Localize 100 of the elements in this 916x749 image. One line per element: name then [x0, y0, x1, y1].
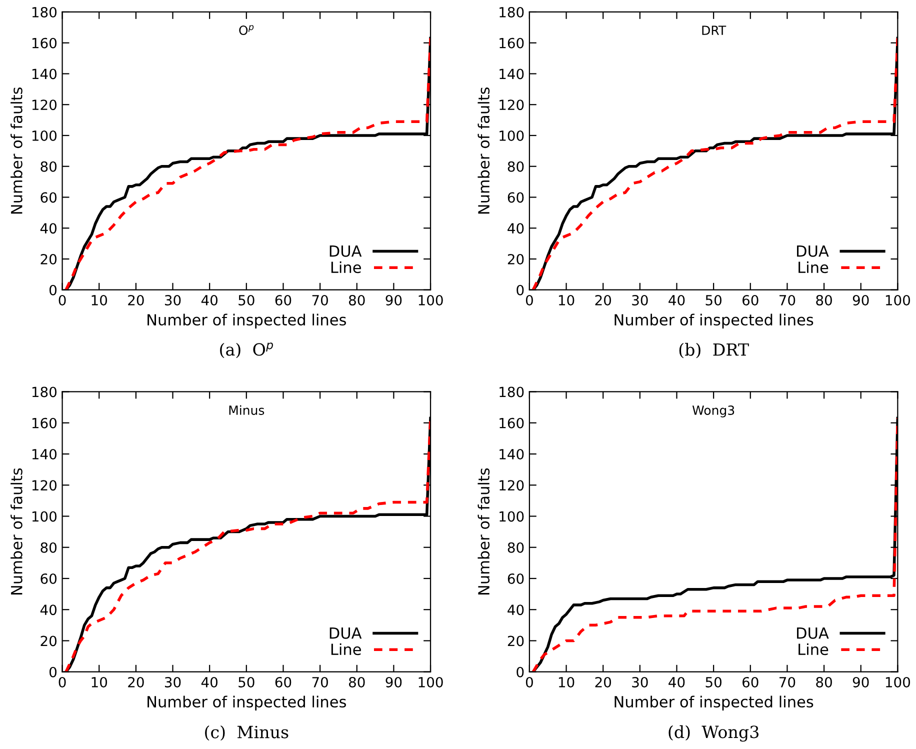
y-axis-title: Number of faults: [10, 468, 22, 595]
y-tick-label: 20: [40, 636, 57, 646]
text: Minus: [229, 405, 264, 415]
y-tick-label: 140: [500, 448, 524, 460]
x-axis-title: Number of inspected lines: [148, 314, 346, 329]
legend-label: Line: [798, 643, 828, 656]
y-tick-label: 60: [508, 573, 524, 584]
y-tick-label: 80: [508, 542, 524, 553]
text: Wong3: [692, 406, 734, 418]
y-tick-label: 20: [508, 636, 524, 646]
y-tick-label: 60: [508, 192, 524, 203]
x-tick-label: 40: [668, 294, 685, 306]
y-tick-label: 140: [32, 68, 57, 80]
y-tick-label: 80: [508, 161, 524, 172]
x-tick-label: 80: [816, 676, 832, 688]
x-tick-label: 50: [706, 294, 722, 306]
legend-label: Line: [331, 261, 361, 274]
x-tick-label: 60: [275, 294, 292, 306]
y-tick-label: 40: [508, 223, 524, 234]
y-tick-label: 100: [500, 130, 524, 141]
y-tick-label: 40: [40, 223, 57, 234]
x-tick-label: 60: [742, 676, 758, 688]
x-tick-label: 10: [92, 294, 108, 306]
y-tick-label: 60: [40, 573, 57, 584]
x-tick-label: 30: [164, 676, 181, 688]
x-tick-label: 10: [92, 676, 108, 688]
y-tick-label: 140: [500, 68, 524, 80]
x-axis-title: Number of inspected lines: [148, 696, 346, 710]
y-tick-label: 20: [40, 254, 57, 264]
x-tick-label: 100: [886, 294, 910, 306]
x-tick-label: 10: [558, 676, 574, 688]
legend-label: DUA: [797, 627, 829, 639]
x-tick-label: 30: [632, 294, 648, 306]
y-tick-label: 40: [508, 604, 524, 616]
y-axis-title: Number of faults: [478, 468, 490, 595]
y-tick-label: 160: [500, 38, 524, 48]
text: (a) O$^{p}$: [220, 342, 273, 358]
y-axis-title: Number of faults: [478, 87, 490, 214]
y-tick-label: 0: [516, 284, 524, 296]
x-axis-title: Number of inspected lines: [614, 696, 814, 710]
legend-label: Line: [331, 643, 361, 656]
x-tick-label: 90: [386, 294, 402, 306]
y-tick-label: 100: [500, 511, 524, 522]
x-tick-label: 40: [201, 294, 218, 306]
x-tick-label: 100: [418, 676, 443, 688]
x-tick-label: 0: [526, 676, 533, 688]
legend-label: DUA: [330, 627, 362, 639]
y-tick-label: 160: [500, 418, 524, 428]
x-axis-title: Number of inspected lines: [614, 314, 814, 329]
x-tick-label: 60: [275, 676, 292, 688]
y-tick-label: 80: [40, 161, 57, 172]
y-tick-label: 180: [32, 6, 57, 18]
y-tick-label: 180: [500, 6, 524, 18]
x-tick-label: 0: [58, 676, 66, 688]
x-tick-label: 80: [816, 294, 832, 306]
y-axis-title: Number of faults: [10, 87, 22, 214]
x-tick-label: 80: [348, 676, 365, 688]
x-tick-label: 90: [386, 676, 402, 688]
x-tick-label: 40: [201, 676, 218, 688]
y-tick-label: 40: [40, 604, 57, 616]
y-tick-label: 60: [40, 192, 57, 203]
y-tick-label: 160: [32, 418, 57, 428]
x-tick-label: 20: [128, 294, 144, 306]
x-tick-label: 70: [312, 676, 328, 688]
y-tick-label: 120: [500, 100, 524, 110]
y-tick-label: 160: [32, 38, 57, 48]
legend-label: DUA: [330, 245, 362, 257]
x-tick-label: 40: [668, 676, 685, 688]
y-tick-label: 120: [500, 480, 524, 491]
y-tick-label: 100: [32, 130, 57, 141]
x-tick-label: 50: [238, 294, 254, 306]
text: O$^{p}$: [239, 25, 254, 35]
x-tick-label: 0: [526, 294, 533, 306]
x-tick-label: 90: [852, 676, 869, 688]
y-tick-label: 180: [500, 386, 524, 398]
x-tick-label: 70: [780, 676, 796, 688]
y-tick-label: 80: [40, 542, 57, 553]
x-tick-label: 100: [886, 676, 910, 688]
text: (d) Wong3: [668, 725, 758, 742]
legend-label: DUA: [797, 245, 829, 257]
x-tick-label: 20: [595, 676, 612, 688]
y-tick-label: 0: [50, 666, 57, 678]
text: (c) Minus: [205, 725, 288, 741]
x-tick-label: 60: [742, 294, 758, 306]
legend-label: Line: [798, 261, 828, 274]
x-tick-label: 70: [780, 294, 796, 306]
y-tick-label: 120: [32, 480, 57, 491]
y-tick-label: 20: [508, 254, 524, 264]
x-tick-label: 10: [558, 294, 574, 306]
x-tick-label: 50: [706, 676, 722, 688]
x-tick-label: 70: [312, 294, 328, 306]
y-tick-label: 0: [516, 666, 524, 678]
y-tick-label: 0: [50, 284, 57, 296]
x-tick-label: 100: [418, 294, 443, 306]
text: (b) DRT: [679, 342, 749, 358]
x-tick-label: 0: [58, 294, 66, 306]
y-tick-label: 100: [32, 511, 57, 522]
x-tick-label: 30: [632, 676, 648, 688]
x-tick-label: 80: [348, 294, 365, 306]
x-tick-label: 20: [128, 676, 144, 688]
